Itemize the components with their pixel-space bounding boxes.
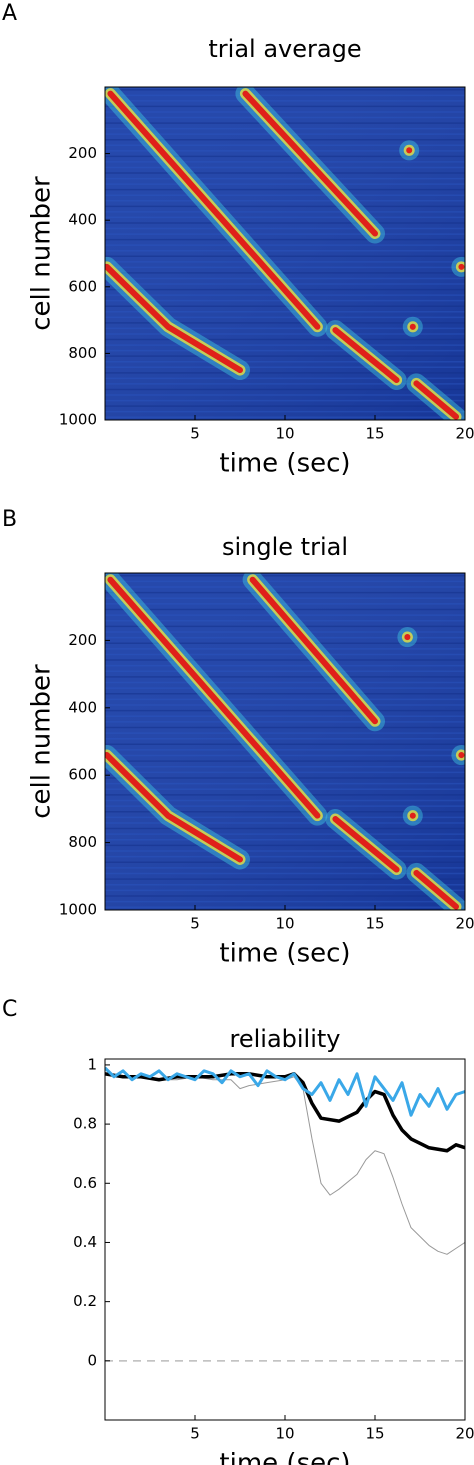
plot-area	[105, 1066, 465, 1362]
ridge	[107, 90, 321, 330]
heatmap-shade	[105, 573, 465, 910]
chart-title: reliability	[230, 1025, 341, 1053]
plot-area	[105, 87, 465, 420]
panel-letter: C	[2, 997, 17, 1022]
panel-letter: B	[2, 507, 17, 532]
y-tick-label: 0	[87, 1351, 97, 1369]
y-tick-label: 800	[68, 344, 97, 362]
y-tick-label: 400	[68, 698, 97, 716]
x-tick-label: 15	[365, 1425, 384, 1443]
x-axis-label: time (sec)	[219, 939, 350, 969]
x-axis-label: time (sec)	[219, 449, 350, 479]
line-series	[105, 1073, 465, 1255]
y-tick-label: 200	[68, 631, 97, 649]
x-tick-label: 5	[190, 915, 200, 933]
x-tick-label: 10	[275, 915, 294, 933]
x-tick-label: 5	[190, 1425, 200, 1443]
ridge	[107, 576, 321, 819]
ridge	[332, 327, 400, 384]
plot-area	[105, 573, 465, 910]
y-tick-label: 0.2	[73, 1292, 97, 1310]
y-tick-label: 600	[68, 277, 97, 295]
x-tick-label: 20	[455, 915, 474, 933]
x-tick-label: 5	[190, 425, 200, 443]
x-tick-label: 15	[365, 425, 384, 443]
ridge	[105, 263, 243, 374]
y-tick-label: 1000	[59, 411, 97, 429]
ridge	[242, 90, 378, 237]
ridge	[413, 380, 459, 420]
ridge	[249, 576, 378, 725]
y-axis-label: cell number	[27, 176, 57, 331]
ridge	[413, 869, 459, 910]
ridge	[332, 816, 400, 873]
y-tick-label: 0.8	[73, 1115, 97, 1133]
y-tick-label: 400	[68, 211, 97, 229]
y-tick-label: 1000	[59, 901, 97, 919]
y-tick-label: 600	[68, 766, 97, 784]
ridge	[105, 751, 243, 863]
x-tick-label: 15	[365, 915, 384, 933]
y-tick-label: 200	[68, 144, 97, 162]
panel-letter: A	[2, 1, 17, 26]
line-series	[105, 1066, 465, 1117]
x-tick-label: 20	[455, 425, 474, 443]
x-axis-label: time (sec)	[219, 1449, 350, 1465]
chart-title: trial average	[208, 35, 361, 63]
y-tick-label: 0.4	[73, 1233, 97, 1251]
x-tick-label: 20	[455, 1425, 474, 1443]
x-tick-label: 10	[275, 425, 294, 443]
y-tick-label: 0.6	[73, 1174, 97, 1192]
chart-title: single trial	[222, 533, 348, 561]
y-axis-label: cell number	[27, 664, 57, 819]
y-tick-label: 800	[68, 833, 97, 851]
y-tick-label: 1	[87, 1055, 97, 1073]
x-tick-label: 10	[275, 1425, 294, 1443]
